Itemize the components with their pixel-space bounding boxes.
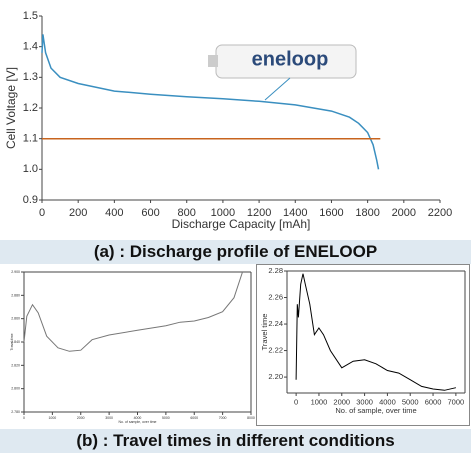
discharge-chart: eneloop 0 200 400 600 800 1000 1200 1400 1600 180… (4, 10, 452, 231)
y-tick-label: 2.780 (11, 410, 20, 414)
logo-text: eneloop (252, 48, 329, 70)
x-tick-label: 2000 (333, 398, 350, 407)
y-tick-label: 2.24 (268, 319, 283, 328)
y-tick-label: 2.840 (11, 340, 20, 344)
y-tick-label: 2.880 (11, 293, 20, 297)
y-axis-label: Cell Voltage [V] (4, 67, 18, 149)
x-axis-label: No. of sample, over time (335, 406, 416, 415)
y-tick-label: 2.28 (268, 266, 283, 275)
y-axis-label: Travel time (10, 333, 14, 350)
y-tick-label: 1.4 (23, 41, 38, 53)
y-tick-label: 0.9 (23, 194, 38, 206)
x-tick-label: 1400 (283, 207, 307, 219)
x-tick-label: 1000 (311, 398, 328, 407)
x-tick-label: 7000 (219, 416, 227, 420)
x-tick-label: 3000 (105, 416, 113, 420)
x-tick-label: 800 (178, 207, 196, 219)
y-tick-label: 2.820 (11, 363, 20, 367)
x-tick-label: 4000 (134, 416, 142, 420)
x-tick-label: 400 (105, 207, 123, 219)
x-tick-label: 2200 (428, 207, 452, 219)
x-tick-label: 6000 (425, 398, 442, 407)
y-tick-label: 1.2 (23, 102, 38, 114)
x-axis-label: Discharge Capacity [mAh] (172, 217, 311, 231)
x-tick-label: 1000 (48, 416, 56, 420)
data-line (295, 273, 457, 391)
data-line (41, 34, 380, 170)
y-tick-label: 2.20 (268, 372, 283, 381)
x-tick-label: 0 (23, 416, 25, 420)
y-tick-label: 2.860 (11, 317, 20, 321)
x-tick-label: 600 (141, 207, 159, 219)
x-tick-label: 4000 (379, 398, 396, 407)
y-tick-label: 2.900 (11, 270, 20, 274)
annotation-arrow (264, 77, 291, 101)
x-tick-label: 1600 (319, 207, 343, 219)
travel-chart-left: 0 1000 2000 3000 4000 5000 6000 7000 8000 2.780 2.… (6, 266, 256, 426)
x-tick-label: 2000 (77, 416, 85, 420)
x-tick-label: 3000 (356, 398, 373, 407)
x-tick-label: 5000 (162, 416, 170, 420)
x-tick-label: 0 (39, 207, 45, 219)
y-tick-label: 1.1 (23, 133, 38, 145)
y-tick-label: 1.3 (23, 71, 38, 83)
logo-tip (208, 55, 218, 67)
x-tick-label: 1000 (211, 207, 235, 219)
x-tick-label: 0 (294, 398, 298, 407)
y-tick-label: 2.22 (268, 346, 283, 355)
x-tick-label: 2000 (392, 207, 416, 219)
caption: (b) : Travel times in different conditio… (0, 429, 471, 453)
y-tick-label: 1.0 (23, 163, 38, 175)
x-tick-label: 8000 (247, 416, 255, 420)
y-tick-label: 2.800 (11, 387, 20, 391)
x-tick-label: 5000 (402, 398, 419, 407)
y-tick-label: 1.5 (23, 10, 38, 22)
x-tick-label: 1800 (355, 207, 379, 219)
data-line (23, 271, 243, 352)
y-axis-label: Travel time (260, 314, 269, 351)
caption: (a) : Discharge profile of ENELOOP (0, 240, 471, 264)
travel-chart-right: 0 1000 2000 3000 4000 5000 6000 7000 2.20 2.22 2.2… (256, 264, 470, 426)
x-tick-label: 1200 (247, 207, 271, 219)
x-tick-label: 6000 (190, 416, 198, 420)
x-tick-label: 7000 (448, 398, 465, 407)
x-tick-label: 200 (69, 207, 87, 219)
x-axis-label: No. of sample, over time (119, 420, 157, 424)
y-tick-label: 2.26 (268, 293, 283, 302)
